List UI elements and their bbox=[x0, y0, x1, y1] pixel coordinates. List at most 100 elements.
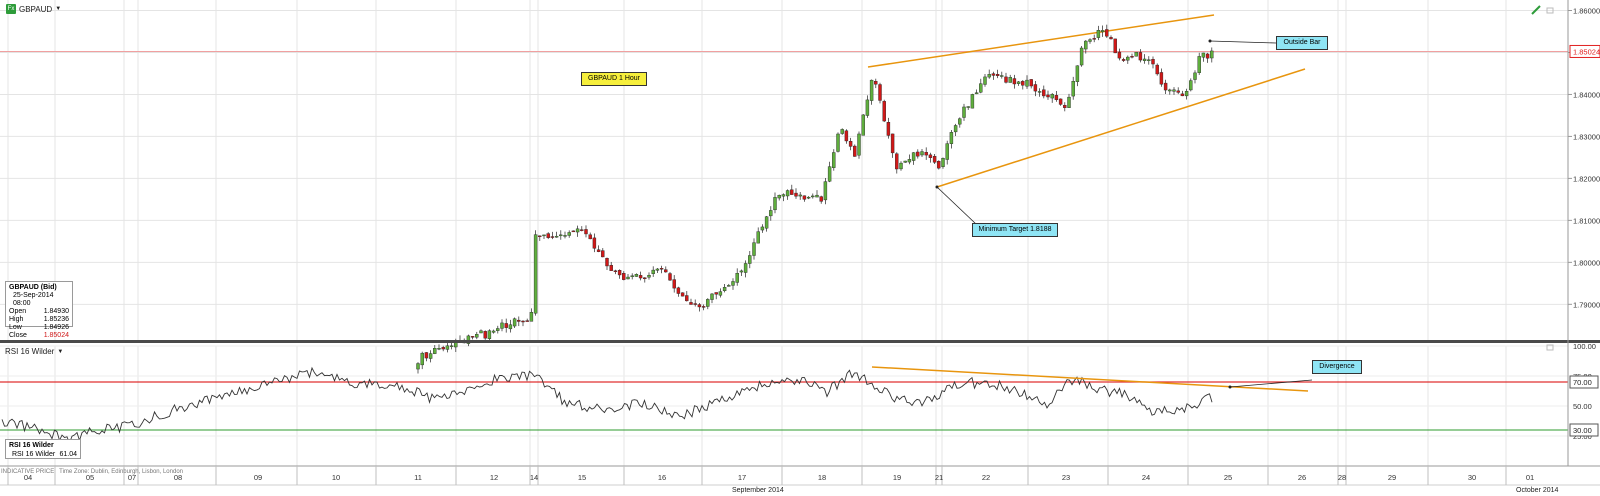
candle bbox=[1029, 79, 1033, 89]
candle bbox=[1138, 49, 1143, 63]
candle bbox=[651, 266, 655, 277]
price-tick-label: 1.82000 bbox=[1573, 174, 1600, 183]
window-controls-icon[interactable] bbox=[1546, 5, 1556, 15]
candle bbox=[1033, 81, 1038, 97]
candle bbox=[672, 275, 676, 293]
candle bbox=[832, 149, 836, 171]
upper-trend-line bbox=[867, 14, 1215, 68]
rsi-tick-label: 100.00 bbox=[1573, 342, 1596, 351]
candle bbox=[634, 273, 639, 277]
candle bbox=[920, 148, 924, 157]
price-tick-label: 1.80000 bbox=[1573, 258, 1600, 267]
ohlc-low-row: Low 1.84926 bbox=[9, 324, 69, 331]
candle bbox=[428, 350, 433, 363]
candle bbox=[1117, 48, 1122, 61]
candle bbox=[844, 129, 849, 144]
candle bbox=[1067, 93, 1071, 108]
candle bbox=[836, 132, 840, 153]
candle bbox=[521, 320, 525, 327]
candle bbox=[1054, 91, 1059, 102]
candle bbox=[567, 230, 571, 238]
candle bbox=[680, 292, 685, 297]
candle bbox=[529, 308, 534, 322]
candle bbox=[542, 234, 546, 239]
candle bbox=[491, 329, 496, 334]
rsi-level-label: 30.00 bbox=[1573, 426, 1592, 435]
candle bbox=[840, 128, 844, 135]
candle bbox=[563, 231, 567, 239]
candle bbox=[743, 260, 748, 278]
candle bbox=[727, 283, 731, 287]
instrument-selector[interactable]: Fx GBPAUD ▼ bbox=[6, 4, 61, 14]
candle bbox=[617, 269, 622, 279]
candle bbox=[571, 230, 576, 233]
candle bbox=[794, 188, 798, 199]
candle bbox=[609, 261, 613, 271]
candle bbox=[517, 316, 521, 327]
date-tick-label: 30 bbox=[1468, 473, 1476, 482]
candle bbox=[1201, 52, 1206, 62]
candle bbox=[710, 293, 714, 304]
candle bbox=[1008, 74, 1012, 83]
date-tick-label: 04 bbox=[24, 473, 32, 482]
candle bbox=[1025, 75, 1029, 89]
candle bbox=[479, 329, 483, 334]
rsi-window-controls-icon[interactable] bbox=[1546, 342, 1556, 352]
outside-bar-pointer bbox=[1209, 40, 1277, 44]
candle bbox=[945, 140, 949, 165]
candle bbox=[659, 265, 664, 274]
date-tick-label: 07 bbox=[128, 473, 136, 482]
date-tick-label: 01 bbox=[1526, 473, 1534, 482]
candle bbox=[689, 298, 693, 305]
candle bbox=[416, 362, 420, 374]
last-price-marker bbox=[1569, 44, 1600, 58]
candle bbox=[1063, 102, 1067, 112]
candle bbox=[420, 351, 424, 370]
candle bbox=[1180, 90, 1185, 97]
outside-bar-marker bbox=[1208, 39, 1212, 43]
candle bbox=[483, 330, 487, 340]
rsi-indicator-selector[interactable]: RSI 16 Wilder ▼ bbox=[5, 347, 63, 356]
candle bbox=[588, 232, 592, 240]
rsi-level-label: 70.00 bbox=[1573, 378, 1592, 387]
candle bbox=[643, 277, 647, 283]
candle bbox=[441, 345, 445, 352]
date-tick-label: 15 bbox=[578, 473, 586, 482]
candle bbox=[882, 99, 886, 123]
candle bbox=[630, 273, 634, 280]
candle bbox=[433, 345, 437, 355]
rsi-line bbox=[1, 366, 1213, 445]
candle bbox=[1142, 54, 1147, 64]
candle bbox=[941, 157, 945, 169]
candle bbox=[1100, 25, 1105, 37]
date-tick-label: 28 bbox=[1338, 473, 1346, 482]
candle bbox=[1151, 56, 1155, 69]
drawing-tool-icon[interactable] bbox=[1531, 5, 1541, 15]
candle bbox=[638, 271, 643, 281]
candle bbox=[693, 299, 697, 307]
candle bbox=[1088, 38, 1092, 44]
candle bbox=[1168, 88, 1172, 95]
candle bbox=[1126, 55, 1130, 64]
minimum-target-note: Minimum Target 1.8188 bbox=[972, 223, 1058, 237]
candle bbox=[865, 95, 870, 118]
date-tick-label: 11 bbox=[414, 473, 422, 482]
candle bbox=[508, 319, 513, 333]
candle bbox=[559, 230, 563, 240]
candle bbox=[760, 224, 765, 233]
rsi-box-row: RSI 16 Wilder 61.04 bbox=[12, 451, 77, 458]
date-tick-label: 22 bbox=[982, 473, 990, 482]
candle bbox=[546, 232, 550, 240]
candle bbox=[1121, 57, 1126, 63]
date-tick-label: 12 bbox=[490, 473, 498, 482]
candle bbox=[811, 193, 815, 199]
candle bbox=[785, 189, 790, 200]
date-tick-label: 24 bbox=[1142, 473, 1150, 482]
candle bbox=[1109, 35, 1113, 40]
candle bbox=[928, 152, 933, 163]
candle bbox=[437, 344, 441, 351]
candle bbox=[676, 286, 681, 297]
candle bbox=[605, 257, 609, 271]
candle bbox=[979, 78, 983, 94]
